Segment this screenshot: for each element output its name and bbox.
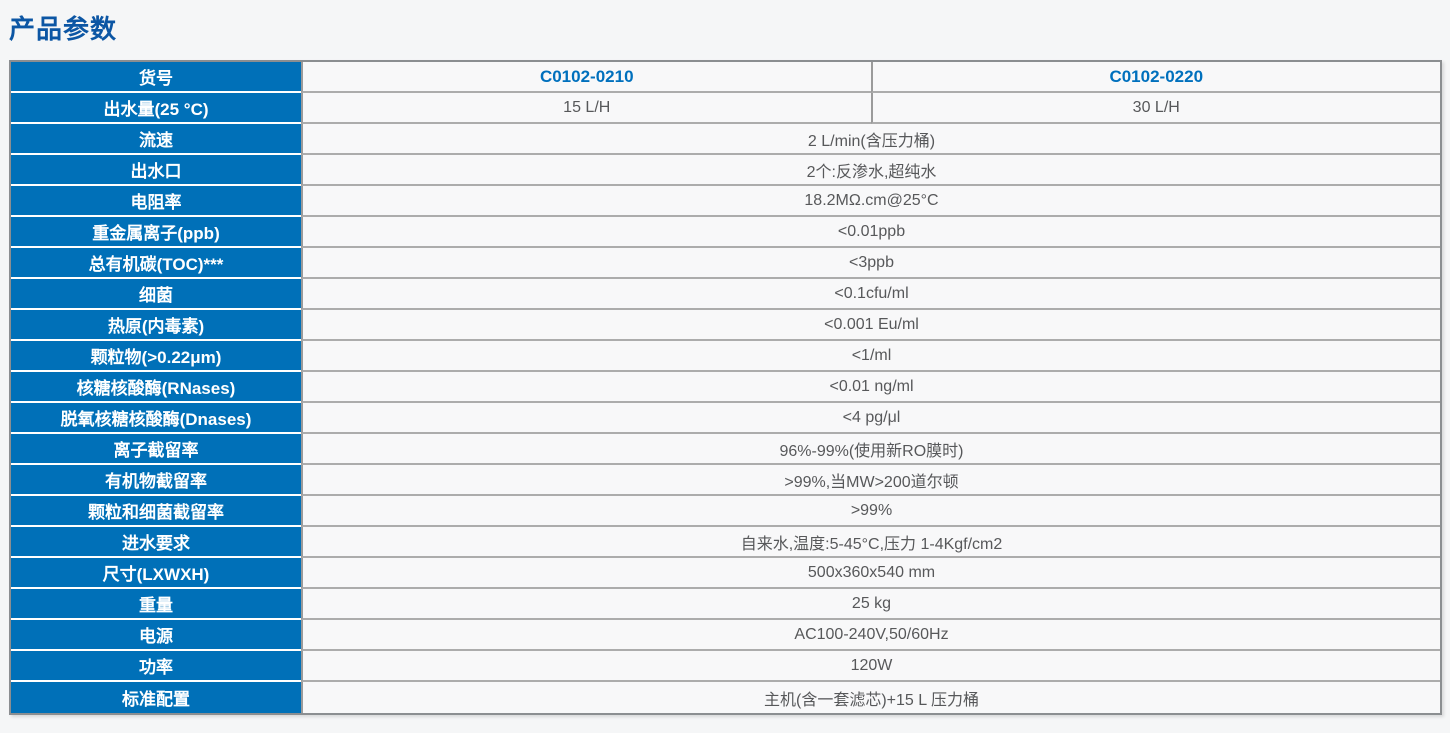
spec-value-model-1: C0102-0210 (301, 62, 871, 93)
spec-label-organics-rejection: 有机物截留率 (11, 465, 301, 496)
spec-value-pyrogen: <0.001 Eu/ml (301, 310, 1440, 341)
spec-value-resistivity: 18.2MΩ.cm@25°C (301, 186, 1440, 217)
spec-row-power-supply: 电源 AC100-240V,50/60Hz (11, 620, 1440, 651)
spec-value-water-output-1: 15 L/H (301, 93, 871, 124)
spec-label-dnases: 脱氧核糖核酸酶(Dnases) (11, 403, 301, 434)
spec-value-standard-config: 主机(含一套滤芯)+15 L 压力桶 (301, 682, 1440, 713)
product-spec-table: 货号 C0102-0210 C0102-0220 出水量(25 °C) 15 L… (9, 60, 1442, 715)
spec-label-particle-bacteria-rejection: 颗粒和细菌截留率 (11, 496, 301, 527)
spec-label-pyrogen: 热原(内毒素) (11, 310, 301, 341)
spec-row-flow-rate: 流速 2 L/min(含压力桶) (11, 124, 1440, 155)
spec-value-power: 120W (301, 651, 1440, 682)
spec-label-water-output: 出水量(25 °C) (11, 93, 301, 124)
spec-value-weight: 25 kg (301, 589, 1440, 620)
spec-label-ion-rejection: 离子截留率 (11, 434, 301, 465)
spec-value-dimensions: 500x360x540 mm (301, 558, 1440, 589)
spec-row-dimensions: 尺寸(LXWXH) 500x360x540 mm (11, 558, 1440, 589)
spec-row-bacteria: 细菌 <0.1cfu/ml (11, 279, 1440, 310)
spec-row-power: 功率 120W (11, 651, 1440, 682)
spec-row-feed-water: 进水要求 自来水,温度:5-45°C,压力 1-4Kgf/cm2 (11, 527, 1440, 558)
spec-label-water-outlets: 出水口 (11, 155, 301, 186)
spec-label-standard-config: 标准配置 (11, 682, 301, 713)
spec-row-water-output: 出水量(25 °C) 15 L/H 30 L/H (11, 93, 1440, 124)
spec-label-power-supply: 电源 (11, 620, 301, 651)
spec-label-bacteria: 细菌 (11, 279, 301, 310)
spec-row-heavy-metal-ions: 重金属离子(ppb) <0.01ppb (11, 217, 1440, 248)
spec-label-feed-water: 进水要求 (11, 527, 301, 558)
spec-value-organics-rejection: >99%,当MW>200道尔顿 (301, 465, 1440, 496)
page-title: 产品参数 (9, 14, 118, 44)
spec-value-feed-water: 自来水,温度:5-45°C,压力 1-4Kgf/cm2 (301, 527, 1440, 558)
spec-value-water-output-2: 30 L/H (870, 93, 1440, 124)
spec-row-item-number: 货号 C0102-0210 C0102-0220 (11, 62, 1440, 93)
spec-label-item-number: 货号 (11, 62, 301, 93)
spec-value-model-2: C0102-0220 (870, 62, 1440, 93)
spec-row-ion-rejection: 离子截留率 96%-99%(使用新RO膜时) (11, 434, 1440, 465)
spec-row-standard-config: 标准配置 主机(含一套滤芯)+15 L 压力桶 (11, 682, 1440, 713)
spec-label-particles: 颗粒物(>0.22μm) (11, 341, 301, 372)
spec-row-rnases: 核糖核酸酶(RNases) <0.01 ng/ml (11, 372, 1440, 403)
spec-row-water-outlets: 出水口 2个:反渗水,超纯水 (11, 155, 1440, 186)
spec-value-particle-bacteria-rejection: >99% (301, 496, 1440, 527)
spec-label-weight: 重量 (11, 589, 301, 620)
spec-label-power: 功率 (11, 651, 301, 682)
spec-value-dnases: <4 pg/μl (301, 403, 1440, 434)
spec-value-toc: <3ppb (301, 248, 1440, 279)
spec-label-resistivity: 电阻率 (11, 186, 301, 217)
spec-value-power-supply: AC100-240V,50/60Hz (301, 620, 1440, 651)
spec-value-rnases: <0.01 ng/ml (301, 372, 1440, 403)
spec-label-dimensions: 尺寸(LXWXH) (11, 558, 301, 589)
spec-label-rnases: 核糖核酸酶(RNases) (11, 372, 301, 403)
spec-value-bacteria: <0.1cfu/ml (301, 279, 1440, 310)
spec-label-heavy-metal-ions: 重金属离子(ppb) (11, 217, 301, 248)
spec-value-ion-rejection: 96%-99%(使用新RO膜时) (301, 434, 1440, 465)
spec-row-weight: 重量 25 kg (11, 589, 1440, 620)
spec-row-organics-rejection: 有机物截留率 >99%,当MW>200道尔顿 (11, 465, 1440, 496)
spec-value-flow-rate: 2 L/min(含压力桶) (301, 124, 1440, 155)
spec-row-dnases: 脱氧核糖核酸酶(Dnases) <4 pg/μl (11, 403, 1440, 434)
spec-row-resistivity: 电阻率 18.2MΩ.cm@25°C (11, 186, 1440, 217)
spec-row-pyrogen: 热原(内毒素) <0.001 Eu/ml (11, 310, 1440, 341)
spec-row-particle-bacteria-rejection: 颗粒和细菌截留率 >99% (11, 496, 1440, 527)
spec-label-toc: 总有机碳(TOC)*** (11, 248, 301, 279)
spec-row-toc: 总有机碳(TOC)*** <3ppb (11, 248, 1440, 279)
product-parameters-page: 产品参数 货号 C0102-0210 C0102-0220 出水量(25 °C)… (9, 14, 1442, 715)
spec-value-heavy-metal-ions: <0.01ppb (301, 217, 1440, 248)
spec-row-particles: 颗粒物(>0.22μm) <1/ml (11, 341, 1440, 372)
spec-value-particles: <1/ml (301, 341, 1440, 372)
spec-label-flow-rate: 流速 (11, 124, 301, 155)
spec-value-water-outlets: 2个:反渗水,超纯水 (301, 155, 1440, 186)
